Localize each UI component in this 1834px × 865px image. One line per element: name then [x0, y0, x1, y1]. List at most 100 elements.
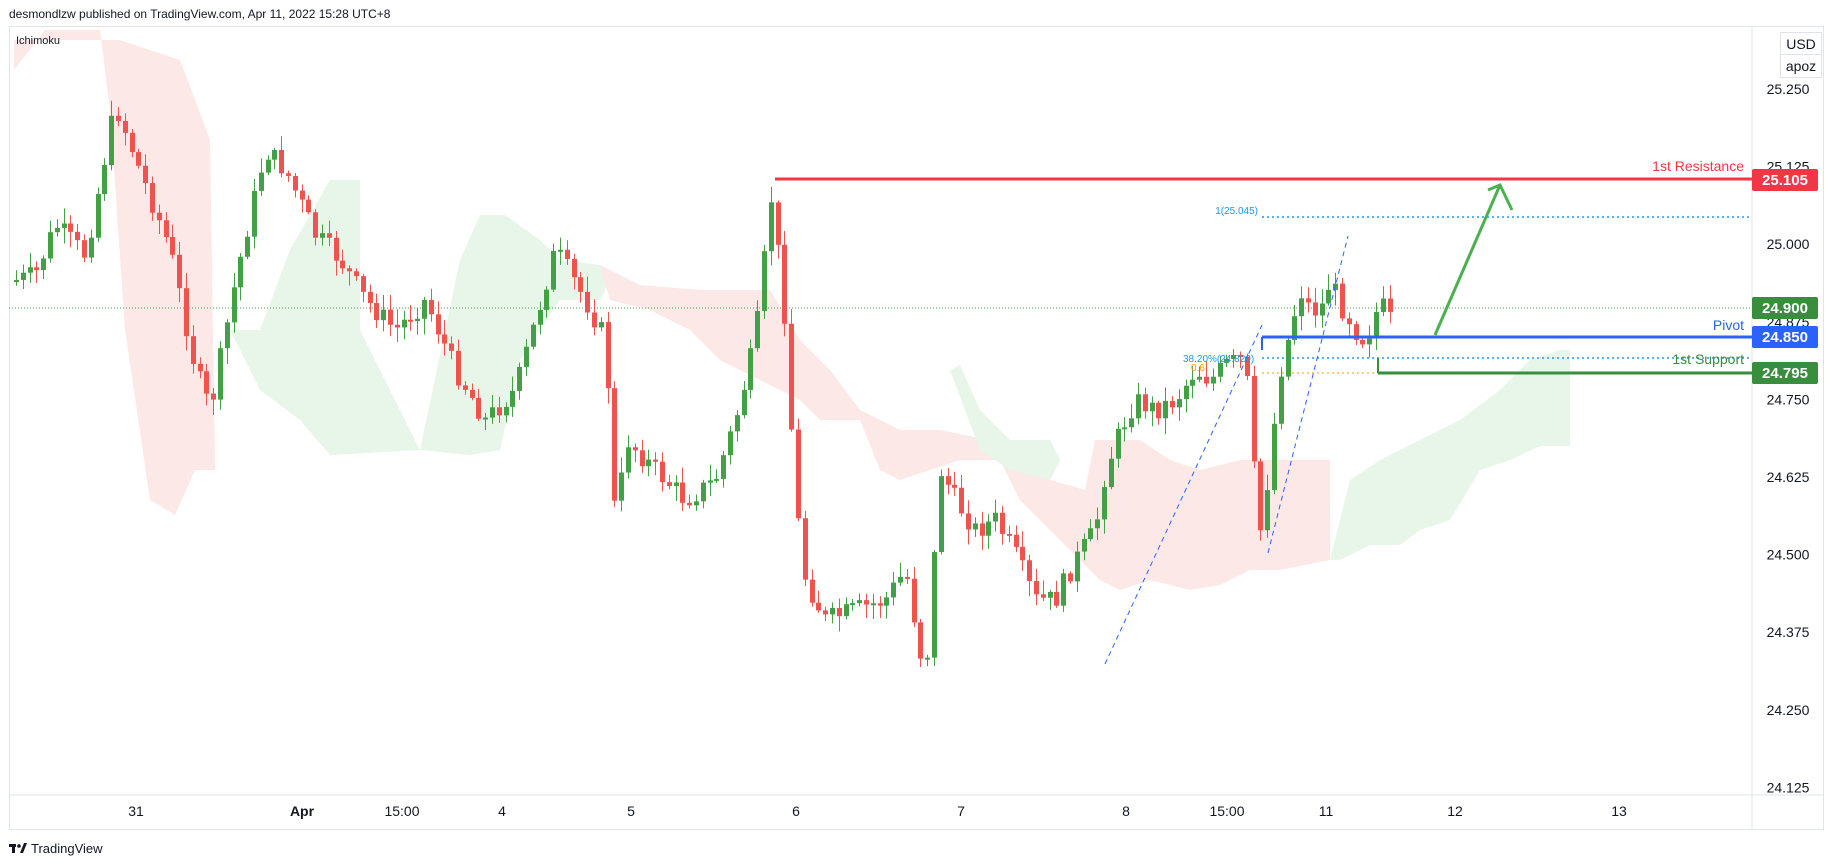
svg-text:24.850: 24.850 [1762, 329, 1808, 346]
candle [21, 264, 26, 290]
candle [300, 184, 305, 213]
candle [612, 381, 617, 508]
currency-button[interactable]: USD [1780, 32, 1822, 56]
fib-trend-line-2 [1267, 235, 1349, 554]
candle [368, 284, 373, 313]
candle [1299, 286, 1304, 331]
candle [1054, 580, 1059, 608]
cloud-red-1 [14, 30, 215, 515]
candle [742, 381, 747, 419]
candle [408, 304, 413, 331]
support-label: 1st Support [1672, 351, 1744, 367]
candle [1245, 353, 1250, 381]
candle [286, 170, 291, 182]
projection-arrow[interactable] [1433, 183, 1514, 336]
unit-button[interactable]: apoz [1780, 54, 1822, 78]
candle [68, 215, 73, 248]
candle [347, 265, 352, 286]
candle [939, 469, 944, 555]
candle [279, 136, 284, 178]
candle [1367, 325, 1372, 358]
candle [796, 418, 801, 522]
candle [1048, 589, 1053, 611]
candle [1156, 400, 1161, 425]
candle [1286, 337, 1291, 381]
candle [436, 301, 441, 344]
candle [130, 128, 135, 158]
candle [1177, 389, 1182, 421]
price-tick-label: 25.000 [1767, 236, 1810, 252]
candle [327, 220, 332, 247]
candle [204, 363, 209, 406]
tradingview-logo-icon [9, 843, 27, 853]
candle [694, 494, 699, 511]
candle [1082, 533, 1087, 561]
pivot-label: Pivot [1713, 317, 1744, 333]
price-tick-label: 24.750 [1767, 391, 1810, 407]
candle [293, 173, 298, 198]
indicator-ichimoku-label[interactable]: Ichimoku [16, 35, 61, 47]
candle [442, 320, 447, 356]
candle [646, 449, 651, 477]
candle [980, 511, 985, 550]
candle [748, 339, 753, 399]
candle [1095, 507, 1100, 540]
candle [708, 464, 713, 497]
candle [238, 253, 243, 301]
candle [884, 591, 889, 619]
candle [517, 362, 522, 400]
candle [776, 200, 781, 259]
support-price-tag: 24.795 [1752, 362, 1818, 384]
time-tick-label: Apr [290, 803, 315, 819]
candle [136, 148, 141, 169]
candle [619, 457, 624, 512]
time-tick-label: 15:00 [384, 803, 419, 819]
candle [55, 219, 60, 237]
candle [810, 569, 815, 607]
candle [762, 244, 767, 320]
candle [1075, 541, 1080, 592]
candle [701, 479, 706, 509]
price-tick-label: 25.250 [1767, 81, 1810, 97]
candle [782, 230, 787, 337]
candle [123, 113, 128, 146]
candle [225, 319, 230, 365]
svg-text:24.795: 24.795 [1762, 365, 1808, 382]
candle [340, 249, 345, 275]
candle [973, 517, 978, 537]
candle [504, 402, 509, 423]
candle [1218, 355, 1223, 383]
chart-pane[interactable] [9, 26, 1824, 830]
time-axis[interactable]: 31 Apr 15:00 4 5 6 7 8 15:00 11 12 13 [128, 803, 1627, 819]
candle [170, 224, 175, 259]
candle [422, 296, 427, 335]
candle [578, 272, 583, 303]
pivot-price-tag: 24.850 [1752, 326, 1818, 348]
time-tick-label: 11 [1319, 803, 1334, 819]
candle [789, 308, 794, 432]
candle [1109, 446, 1114, 490]
candle [41, 255, 46, 280]
candle [313, 209, 318, 246]
candle [1265, 474, 1270, 538]
candle [592, 299, 597, 336]
candle [157, 204, 162, 235]
candle [1320, 289, 1325, 328]
cloud-green-4 [1330, 350, 1570, 560]
candle [266, 155, 271, 176]
time-tick-label: 31 [128, 803, 144, 819]
candle [735, 410, 740, 442]
chart-header: desmondlzw published on TradingView.com,… [0, 0, 1834, 26]
candle [48, 220, 53, 263]
price-tick-label: 24.625 [1767, 469, 1810, 485]
candle [82, 234, 87, 262]
price-axis[interactable]: 25.25025.12525.00024.87524.75024.62524.5… [1767, 81, 1810, 795]
footer-brand[interactable]: TradingView [9, 838, 103, 858]
candle [959, 475, 964, 517]
candle [232, 273, 237, 333]
candle [531, 322, 536, 350]
candle [415, 307, 420, 335]
cloud-green-3 [950, 365, 1060, 480]
candle [891, 572, 896, 606]
